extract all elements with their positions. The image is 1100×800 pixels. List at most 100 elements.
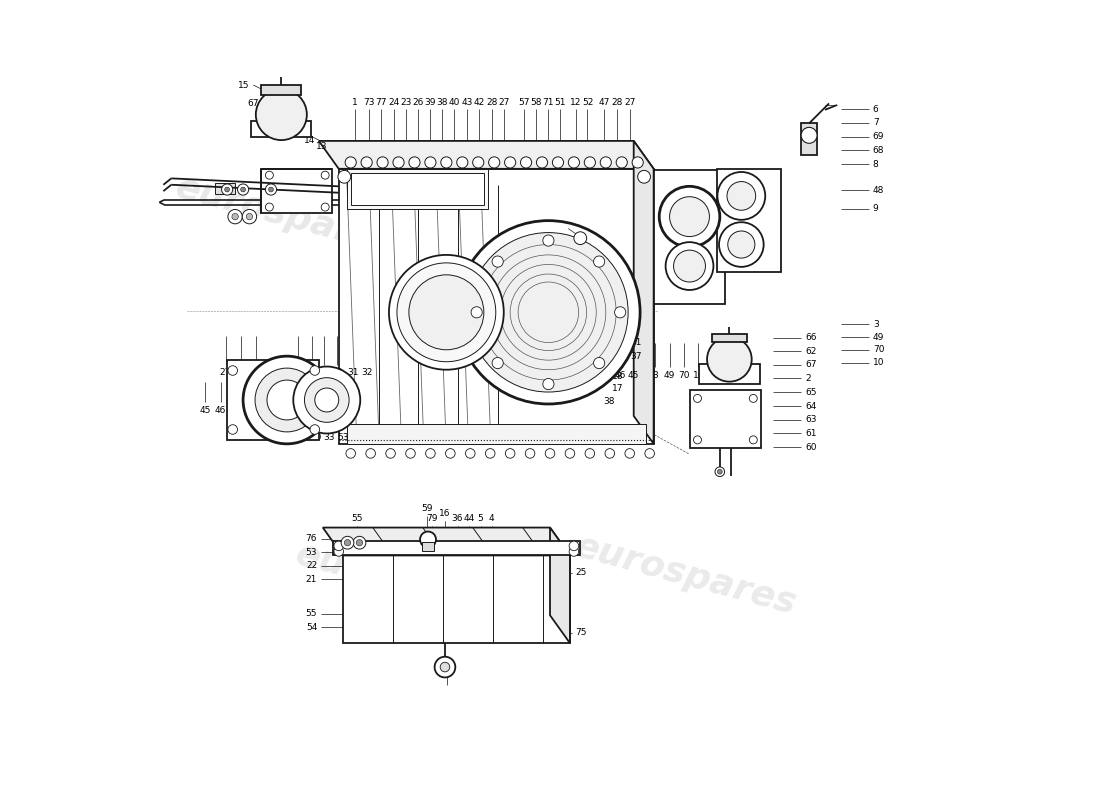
Circle shape (492, 256, 504, 267)
Text: 17: 17 (613, 383, 624, 393)
Circle shape (715, 467, 725, 477)
Circle shape (569, 546, 579, 556)
Circle shape (485, 449, 495, 458)
Circle shape (440, 662, 450, 672)
Text: 48: 48 (873, 186, 884, 195)
Circle shape (246, 214, 253, 220)
Bar (227, 360, 319, 440)
Text: 22: 22 (306, 562, 317, 570)
Text: 3: 3 (873, 320, 879, 329)
Circle shape (265, 203, 274, 211)
Circle shape (659, 186, 719, 247)
Text: 61: 61 (805, 429, 816, 438)
Polygon shape (319, 141, 653, 169)
Text: 28: 28 (331, 368, 343, 377)
Text: 69: 69 (873, 133, 884, 142)
Text: 31: 31 (348, 368, 359, 377)
Text: 38: 38 (604, 397, 615, 406)
Text: 35: 35 (283, 434, 295, 442)
Circle shape (406, 449, 416, 458)
Text: 67: 67 (805, 361, 816, 370)
Circle shape (645, 449, 654, 458)
Circle shape (243, 356, 331, 444)
Circle shape (542, 378, 554, 390)
Circle shape (265, 171, 274, 179)
Circle shape (425, 157, 436, 168)
Circle shape (469, 233, 628, 392)
Circle shape (666, 242, 714, 290)
Circle shape (232, 214, 239, 220)
Circle shape (465, 449, 475, 458)
Circle shape (434, 657, 455, 678)
Circle shape (221, 184, 233, 195)
Circle shape (728, 231, 755, 258)
Circle shape (334, 541, 343, 550)
Text: 15: 15 (238, 81, 250, 90)
Text: 70: 70 (679, 370, 690, 379)
Circle shape (693, 394, 702, 402)
Circle shape (294, 366, 361, 434)
Circle shape (228, 366, 238, 375)
Bar (262, 169, 331, 213)
Text: 71: 71 (542, 98, 554, 106)
Circle shape (344, 539, 351, 546)
Circle shape (552, 157, 563, 168)
Text: 37: 37 (630, 353, 642, 362)
Circle shape (321, 203, 329, 211)
Text: 42: 42 (473, 98, 485, 106)
Circle shape (310, 366, 320, 375)
Text: 54: 54 (306, 622, 317, 632)
Text: 78: 78 (576, 236, 587, 245)
Text: 2: 2 (805, 374, 811, 383)
Text: 40: 40 (449, 98, 460, 106)
Circle shape (546, 449, 554, 458)
Text: 39: 39 (425, 98, 437, 106)
Circle shape (228, 425, 238, 434)
Text: 27: 27 (319, 368, 330, 377)
Circle shape (569, 541, 579, 550)
Bar (801, 123, 817, 155)
Circle shape (673, 250, 705, 282)
Text: 77: 77 (375, 98, 387, 106)
Text: 57: 57 (519, 98, 530, 106)
Text: 25: 25 (575, 569, 587, 578)
Text: 23: 23 (400, 98, 411, 106)
Circle shape (526, 449, 535, 458)
Text: 26: 26 (412, 98, 424, 106)
Circle shape (727, 182, 756, 210)
Circle shape (334, 546, 343, 556)
Circle shape (601, 157, 612, 168)
Text: 14: 14 (305, 136, 316, 145)
Text: 56: 56 (231, 406, 242, 414)
Text: 24: 24 (388, 98, 399, 106)
Text: 53: 53 (338, 434, 350, 442)
Text: 80: 80 (441, 660, 453, 669)
Circle shape (569, 157, 580, 168)
Text: 65: 65 (805, 387, 816, 397)
Bar (351, 173, 484, 205)
Text: 67: 67 (248, 99, 258, 108)
Text: 56: 56 (558, 370, 570, 379)
Circle shape (488, 157, 499, 168)
Circle shape (670, 197, 710, 237)
Text: 55: 55 (351, 514, 363, 522)
Text: 28: 28 (612, 98, 623, 106)
Bar (653, 170, 725, 304)
Text: eurospares: eurospares (172, 170, 402, 262)
Circle shape (321, 171, 329, 179)
Circle shape (749, 436, 757, 444)
Circle shape (520, 157, 531, 168)
Text: 44: 44 (464, 514, 475, 522)
Circle shape (719, 222, 763, 267)
Circle shape (345, 449, 355, 458)
Circle shape (366, 449, 375, 458)
Circle shape (386, 449, 395, 458)
Circle shape (605, 449, 615, 458)
Text: 7: 7 (873, 118, 879, 127)
Text: 74: 74 (572, 370, 584, 379)
Text: 9: 9 (873, 204, 879, 213)
Circle shape (228, 210, 242, 224)
Text: 75: 75 (575, 628, 587, 638)
Circle shape (305, 378, 349, 422)
Polygon shape (322, 527, 570, 555)
